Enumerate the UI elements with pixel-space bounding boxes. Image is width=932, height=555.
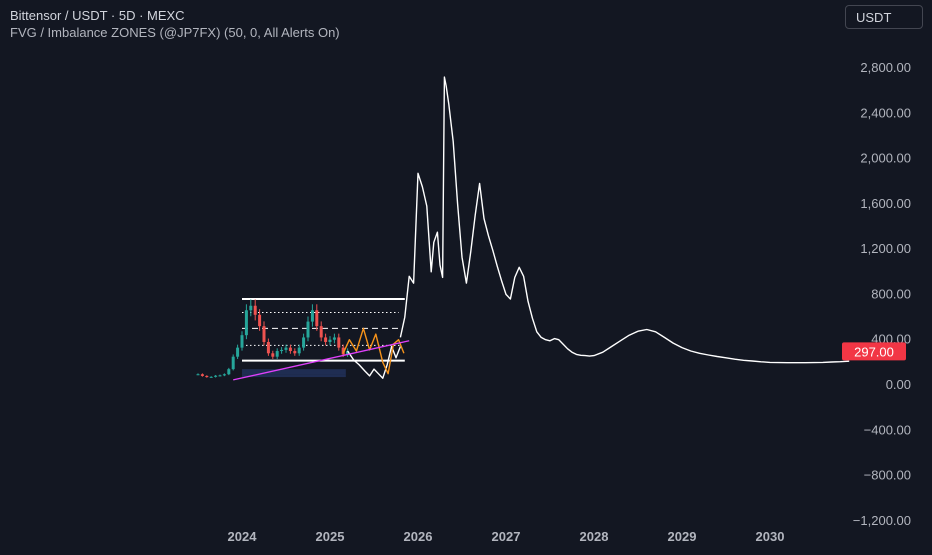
indicator-title[interactable]: FVG / Imbalance ZONES (@JP7FX) (50, 0, A… bbox=[10, 25, 340, 40]
candle bbox=[236, 347, 240, 357]
candle bbox=[315, 310, 319, 327]
currency-button[interactable]: USDT bbox=[845, 5, 923, 29]
candle bbox=[244, 310, 248, 336]
fvg-zone-0 bbox=[242, 369, 346, 375]
x-tick-label: 2029 bbox=[668, 529, 697, 544]
price-candles bbox=[196, 299, 350, 378]
y-tick-label: −800.00 bbox=[864, 468, 911, 483]
candle bbox=[337, 337, 341, 348]
candle bbox=[205, 375, 209, 378]
y-tick-label: 0.00 bbox=[886, 377, 911, 392]
candle bbox=[214, 375, 218, 377]
candle bbox=[218, 375, 222, 377]
candle bbox=[341, 347, 345, 355]
candle bbox=[346, 351, 350, 355]
candle bbox=[227, 369, 231, 375]
x-tick-label: 2026 bbox=[404, 529, 433, 544]
candle bbox=[266, 341, 270, 354]
y-tick-label: 2,000.00 bbox=[860, 151, 911, 166]
candle bbox=[280, 349, 284, 352]
fvg-zone-1 bbox=[242, 374, 346, 378]
current-price-badge bbox=[842, 342, 906, 361]
candle bbox=[310, 310, 314, 322]
candle bbox=[319, 326, 323, 338]
y-tick-label: −400.00 bbox=[864, 422, 911, 437]
candle bbox=[271, 353, 275, 357]
candle bbox=[332, 337, 336, 340]
candle bbox=[306, 321, 310, 338]
x-tick-label: 2028 bbox=[580, 529, 609, 544]
x-tick-label: 2030 bbox=[756, 529, 785, 544]
candle bbox=[302, 337, 306, 348]
y-tick-label: 800.00 bbox=[871, 286, 911, 301]
candle bbox=[200, 374, 204, 376]
candle bbox=[275, 351, 279, 357]
candle bbox=[288, 347, 292, 352]
x-tick-label: 2027 bbox=[492, 529, 521, 544]
projection-line bbox=[399, 76, 850, 364]
orange-path-line bbox=[342, 327, 405, 375]
candle bbox=[324, 337, 328, 342]
candle bbox=[253, 305, 257, 315]
x-tick-label: 2024 bbox=[228, 529, 258, 544]
candle bbox=[328, 339, 332, 342]
y-tick-label: 2,800.00 bbox=[860, 60, 911, 75]
y-tick-label: 1,600.00 bbox=[860, 196, 911, 211]
candle bbox=[249, 305, 253, 311]
candle bbox=[258, 314, 262, 327]
candle bbox=[231, 356, 235, 370]
current-price-label: 297.00 bbox=[854, 344, 894, 359]
candle bbox=[209, 376, 213, 378]
y-tick-label: 1,200.00 bbox=[860, 241, 911, 256]
candle bbox=[262, 326, 266, 342]
candle bbox=[222, 374, 226, 376]
symbol-title: Bittensor / USDT · 5D · MEXC bbox=[10, 8, 185, 23]
y-tick-label: −1,200.00 bbox=[853, 513, 911, 528]
y-tick-label: 2,400.00 bbox=[860, 105, 911, 120]
candle bbox=[297, 347, 301, 354]
trend-line bbox=[233, 340, 410, 381]
candle bbox=[284, 347, 288, 350]
x-tick-label: 2025 bbox=[316, 529, 345, 544]
candle bbox=[293, 351, 297, 354]
candle bbox=[240, 335, 244, 348]
candle bbox=[196, 374, 200, 376]
